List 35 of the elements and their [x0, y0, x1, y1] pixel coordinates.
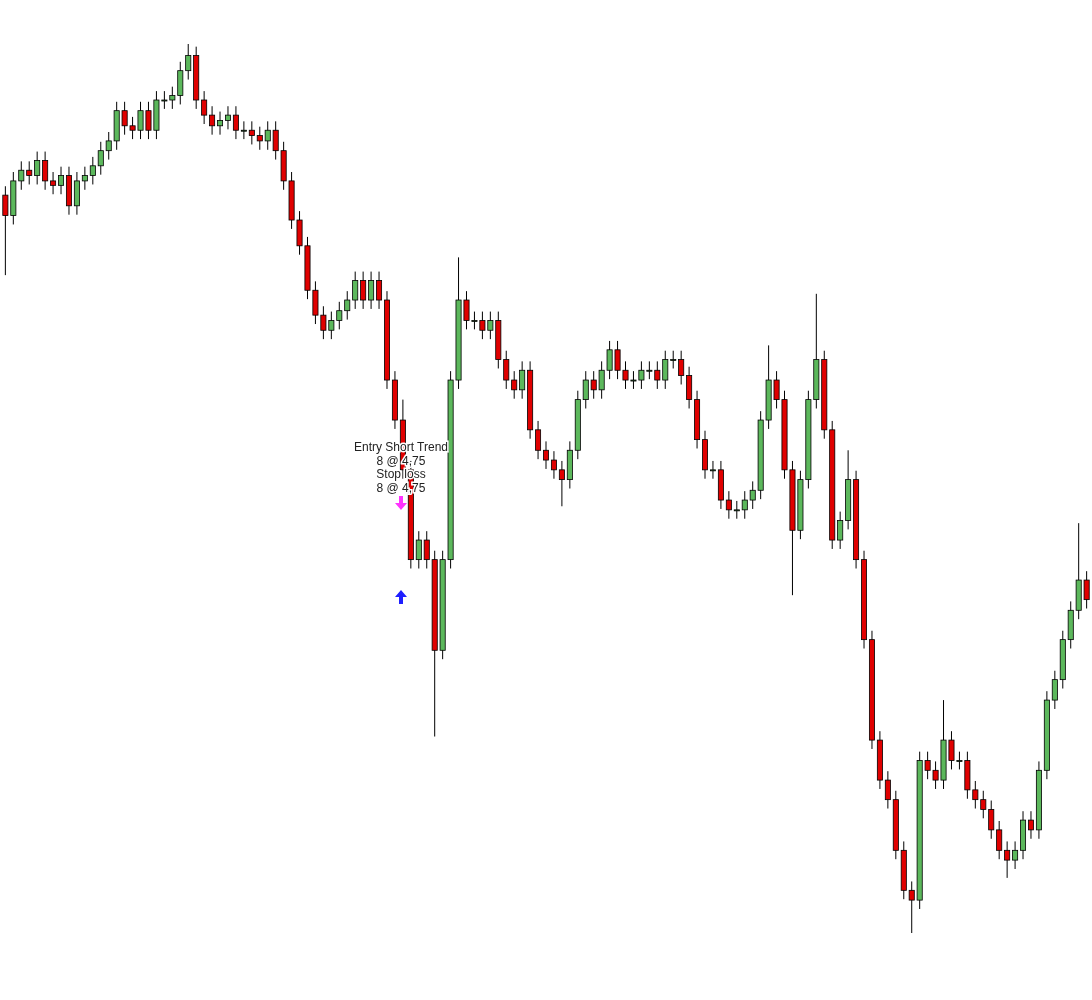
candlestick [535, 420, 542, 460]
candlestick [248, 120, 255, 145]
candlestick [511, 370, 518, 400]
candlestick [89, 156, 96, 185]
candlestick [58, 166, 64, 195]
candlestick [709, 460, 716, 480]
candlestick [558, 460, 565, 507]
candlestick [50, 171, 57, 195]
candlestick [678, 350, 685, 385]
candlestick [42, 151, 49, 191]
candlestick [201, 90, 208, 125]
candlestick [217, 111, 224, 136]
candlestick [550, 450, 557, 480]
candlestick [996, 820, 1003, 860]
candlestick [1051, 670, 1058, 710]
candlestick [360, 271, 367, 310]
candlestick [34, 151, 41, 185]
candlestick [225, 105, 231, 130]
candlestick [352, 271, 359, 310]
candlestick [543, 440, 549, 470]
candlestick [415, 530, 422, 570]
candlestick [376, 271, 383, 310]
candlestick [240, 120, 247, 140]
candlestick [1028, 810, 1034, 840]
candlestick [725, 490, 732, 520]
candlestick [368, 271, 375, 310]
candlestick [81, 166, 88, 191]
candlestick [837, 511, 844, 550]
candlestick [686, 366, 693, 409]
candlestick [1004, 840, 1011, 879]
candlestick [1012, 840, 1019, 870]
candlestick [209, 105, 216, 136]
candlestick [884, 770, 891, 810]
candlestick [519, 360, 526, 400]
candlestick [232, 105, 239, 140]
